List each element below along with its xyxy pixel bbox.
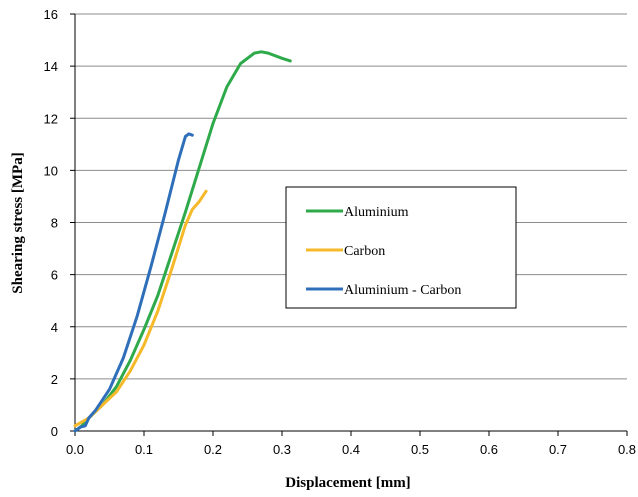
y-tick-label-6: 12: [44, 111, 58, 126]
y-tick-label-7: 14: [44, 59, 58, 74]
y-tick-label-0: 0: [51, 424, 58, 439]
x-tick-label-0: 0.0: [66, 442, 84, 457]
y-tick-label-1: 2: [51, 372, 58, 387]
x-tick-label-4: 0.4: [342, 442, 360, 457]
series-line-aluminium-carbon: [73, 132, 194, 433]
x-tick-label-2: 0.2: [204, 442, 222, 457]
series-line-carbon: [73, 189, 208, 428]
series-lines: [73, 50, 292, 433]
y-axis-title: Shearing stress [MPa]: [10, 152, 26, 293]
x-tick-label-8: 0.8: [618, 442, 636, 457]
y-tick-label-2: 4: [51, 320, 58, 335]
y-tick-label-8: 16: [44, 7, 58, 22]
axes: [70, 13, 628, 436]
y-tick-label-4: 8: [51, 216, 58, 231]
legend-label-aluminium: Aluminium: [344, 205, 409, 220]
y-tick-label-3: 6: [51, 268, 58, 283]
legend: Aluminium Carbon Aluminium - Carbon: [285, 186, 517, 309]
x-tick-label-1: 0.1: [135, 442, 153, 457]
x-tick-label-5: 0.5: [411, 442, 429, 457]
x-tick-label-6: 0.6: [480, 442, 498, 457]
x-tick-label-7: 0.7: [549, 442, 567, 457]
series-line-aluminium: [73, 50, 292, 433]
x-tick-labels: 0.0 0.1 0.2 0.3 0.4 0.5 0.6 0.7 0.8: [66, 442, 636, 457]
legend-label-carbon: Carbon: [344, 244, 385, 259]
x-tick-label-3: 0.3: [273, 442, 291, 457]
legend-label-aluminium-carbon: Aluminium - Carbon: [344, 283, 461, 298]
y-tick-label-5: 10: [44, 163, 58, 178]
x-axis-title: Displacement [mm]: [285, 475, 410, 491]
y-tick-labels: 0 2 4 6 8 10 12 14 16: [44, 7, 58, 439]
